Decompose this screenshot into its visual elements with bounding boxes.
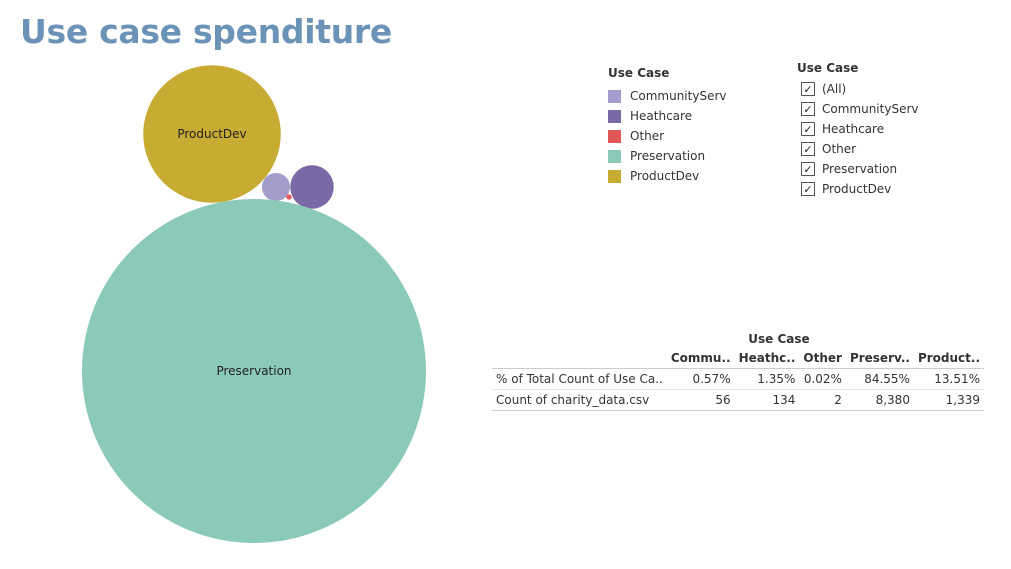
table-cell: 2	[799, 389, 846, 411]
table-cell: 1,339	[913, 389, 985, 411]
filter-label: (All)	[822, 82, 847, 96]
checkbox[interactable]: ✓	[801, 142, 815, 156]
filter-label: Other	[822, 142, 857, 156]
legend-label: ProductDev	[630, 169, 700, 183]
legend-swatch	[608, 89, 621, 103]
legend-item-productdev[interactable]: ProductDev	[608, 166, 727, 186]
color-legend: Use Case CommunityServ Heathcare Other P…	[608, 66, 727, 186]
legend-label: Heathcare	[630, 109, 693, 123]
table-cell: 0.57%	[666, 368, 735, 390]
filter-label: Heathcare	[822, 122, 885, 136]
summary-table: Use Case Commu.. Heathc.. Other Preserv.…	[492, 330, 985, 411]
filter-label: CommunityServ	[822, 102, 919, 116]
table-corner	[492, 348, 667, 369]
table-cell: 1.35%	[734, 368, 800, 390]
filter-item-preservation[interactable]: ✓ Preservation	[797, 159, 919, 179]
filter-label: Preservation	[822, 162, 898, 176]
legend-label: CommunityServ	[630, 89, 727, 103]
column-header[interactable]: Heathc..	[738, 351, 796, 365]
legend-label: Preservation	[630, 149, 706, 163]
column-header[interactable]: Other	[803, 351, 842, 365]
table-cell: 56	[666, 389, 735, 411]
column-header[interactable]: Product..	[917, 351, 981, 365]
bubble-heathcare[interactable]	[290, 165, 334, 209]
bubble-productdev[interactable]	[143, 65, 281, 203]
bubble-label-productdev: ProductDev	[177, 127, 246, 141]
filter-title: Use Case	[797, 61, 859, 75]
checkbox[interactable]: ✓	[801, 162, 815, 176]
column-header[interactable]: Preserv..	[849, 351, 910, 365]
legend-label: Other	[630, 129, 665, 143]
page-title: Use case spenditure	[20, 12, 392, 51]
filter-label: ProductDev	[822, 182, 892, 196]
bubble-chart[interactable]: Preservation ProductDev	[0, 0, 470, 569]
row-label: Count of charity_data.csv	[492, 389, 667, 411]
filter-item-heathcare[interactable]: ✓ Heathcare	[797, 119, 919, 139]
legend-swatch	[608, 109, 621, 123]
checkbox[interactable]: ✓	[801, 182, 815, 196]
checkbox[interactable]: ✓	[801, 82, 815, 96]
table-header-row: Commu.. Heathc.. Other Preserv.. Product…	[492, 348, 984, 369]
table-row: Count of charity_data.csv 56 134 2 8,380…	[492, 389, 985, 411]
table-row: % of Total Count of Use Ca.. 0.57% 1.35%…	[492, 368, 985, 390]
table-cell: 84.55%	[845, 368, 914, 390]
table-cell: 13.51%	[913, 368, 985, 390]
legend-item-preservation[interactable]: Preservation	[608, 146, 727, 166]
checkbox[interactable]: ✓	[801, 122, 815, 136]
legend-swatch	[608, 169, 621, 183]
bubble-label-preservation: Preservation	[216, 364, 291, 378]
checkbox[interactable]: ✓	[801, 102, 815, 116]
legend-item-heathcare[interactable]: Heathcare	[608, 106, 727, 126]
table-cell: 0.02%	[799, 368, 846, 390]
filter-item-all[interactable]: ✓ (All)	[797, 79, 919, 99]
use-case-filter: Use Case ✓ (All) ✓ CommunityServ ✓ Heath…	[797, 61, 919, 199]
filter-item-communityserv[interactable]: ✓ CommunityServ	[797, 99, 919, 119]
legend-swatch	[608, 129, 621, 143]
legend-item-other[interactable]: Other	[608, 126, 727, 146]
legend-swatch	[608, 149, 621, 163]
filter-item-other[interactable]: ✓ Other	[797, 139, 919, 159]
legend-item-communityserv[interactable]: CommunityServ	[608, 86, 727, 106]
bubble-preservation[interactable]	[82, 199, 426, 543]
column-header[interactable]: Commu..	[670, 351, 731, 365]
filter-item-productdev[interactable]: ✓ ProductDev	[797, 179, 919, 199]
legend-title: Use Case	[608, 66, 670, 80]
bubble-communityserv[interactable]	[261, 172, 291, 202]
row-label: % of Total Count of Use Ca..	[492, 368, 667, 390]
bubble-other[interactable]	[286, 194, 292, 200]
table-column-group-header: Use Case	[748, 332, 810, 346]
table-cell: 134	[734, 389, 800, 411]
table-cell: 8,380	[845, 389, 914, 411]
